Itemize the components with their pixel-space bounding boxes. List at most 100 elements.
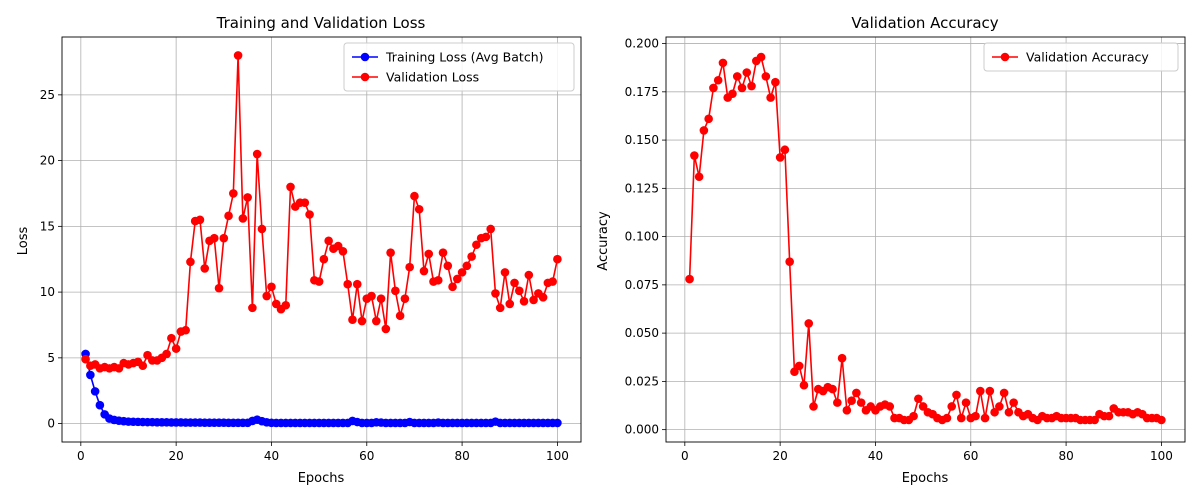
accuracy-series-0-point (842, 406, 852, 415)
accuracy-series-0-point (918, 402, 928, 411)
loss-series-1-point (495, 303, 505, 313)
loss-ytick-label: 10 (40, 285, 55, 299)
loss-ytick-label: 15 (40, 219, 55, 233)
accuracy-legend-marker (1000, 52, 1010, 62)
loss-series-1-point (162, 349, 171, 359)
accuracy-ytick-label: 0.050 (625, 326, 659, 340)
accuracy-series-0-point (1004, 407, 1014, 417)
loss-series-1-point (343, 279, 353, 289)
accuracy-xtick-label: 80 (1058, 449, 1073, 463)
accuracy-legend-box (983, 42, 1179, 72)
accuracy-legend: Validation Accuracy (983, 42, 1179, 72)
loss-series-1-point (300, 198, 310, 207)
loss-series-1-point (381, 324, 391, 334)
loss-series-1-point (314, 277, 324, 286)
loss-series-1-point (224, 211, 233, 221)
accuracy-series-0-point (847, 396, 856, 405)
accuracy-series-0-point (713, 75, 723, 85)
loss-xtick-label: 0 (77, 449, 85, 463)
loss-legend-label: Validation Loss (386, 70, 479, 85)
loss-legend-marker (360, 72, 370, 82)
accuracy-series-0-point (732, 72, 742, 81)
loss-series-1-point (262, 291, 271, 301)
accuracy-series-0-point (761, 72, 771, 81)
loss-ytick-label: 5 (47, 351, 55, 365)
loss-series-1-point (319, 254, 329, 264)
accuracy-series-0-point (947, 402, 957, 411)
loss-series-1-point (214, 283, 224, 293)
loss-series-1-point (248, 303, 257, 313)
accuracy-xtick-label: 100 (1150, 449, 1173, 463)
loss-series-0-point (86, 370, 95, 380)
loss-series-1-point (324, 236, 333, 246)
accuracy-ytick-label: 0.100 (625, 230, 659, 244)
loss-series-1-point (433, 275, 443, 285)
loss-xtick-label: 60 (359, 449, 374, 463)
accuracy-series-0-point (690, 151, 699, 160)
accuracy-series-0-point (742, 68, 752, 77)
accuracy-series-0-point (799, 380, 809, 390)
loss-series-1-point (462, 261, 472, 271)
accuracy-series-0-point (999, 388, 1009, 398)
loss-series-1-point (305, 210, 314, 219)
accuracy-series-0-point (694, 172, 704, 182)
loss-series-1-point (243, 193, 252, 202)
loss-series-1-point (419, 266, 429, 276)
loss-series-1-point (410, 191, 419, 201)
accuracy-series-0-point (956, 413, 966, 423)
loss-axes-frame (61, 36, 582, 443)
accuracy-ytick-label: 0.000 (625, 423, 659, 437)
accuracy-series-0-point (756, 52, 766, 62)
loss-series-1-point (186, 257, 195, 267)
accuracy-series-0-point (961, 398, 971, 407)
loss-series-1-point (209, 233, 219, 243)
loss-series-1-point (424, 249, 434, 259)
loss-xtick-label: 80 (454, 449, 469, 463)
loss-legend: Training Loss (Avg Batch) Validation Loss (343, 42, 575, 92)
accuracy-series-0-point (771, 77, 780, 87)
loss-series-1-point (238, 214, 248, 223)
loss-xtick-label: 100 (546, 449, 569, 463)
accuracy-series-0-point (709, 83, 718, 93)
loss-series-1-point (538, 293, 548, 302)
loss-series-1-point (195, 215, 205, 225)
accuracy-series-0-point (790, 367, 799, 377)
loss-series-1-point (267, 282, 276, 292)
accuracy-series-0-point (775, 153, 785, 162)
accuracy-chart-title: Validation Accuracy (851, 14, 998, 32)
loss-series-1-point (548, 277, 557, 286)
loss-legend-marker (360, 52, 370, 62)
loss-series-1-point (286, 182, 295, 192)
loss-series-1-point (352, 279, 362, 289)
loss-series-0-point (90, 387, 100, 396)
loss-ytick-label: 0 (47, 417, 55, 431)
loss-series-1-point (348, 315, 357, 325)
loss-series-1-point (553, 254, 562, 264)
accuracy-ytick-label: 0.125 (625, 181, 659, 195)
accuracy-chart-ylabel: Accuracy (596, 211, 611, 271)
accuracy-series-0-point (985, 386, 995, 396)
loss-series-0-point (95, 400, 105, 410)
loss-chart: Training and Validation Loss Epochs Loss… (16, 14, 582, 486)
accuracy-series-0-point (914, 394, 923, 404)
accuracy-series-0-point (728, 89, 737, 99)
accuracy-series-0-point (952, 390, 961, 400)
loss-series-1-point (481, 232, 491, 242)
loss-series-1-point (138, 361, 148, 371)
accuracy-series-0-point (1157, 415, 1166, 425)
loss-series-1-point (414, 204, 424, 214)
accuracy-series-0-point (704, 114, 713, 124)
loss-xtick-label: 20 (169, 449, 184, 463)
loss-series-1-point (500, 268, 510, 277)
loss-series-1-point (367, 291, 376, 301)
accuracy-ytick-label: 0.200 (625, 37, 659, 51)
accuracy-xtick-label: 40 (868, 449, 883, 463)
loss-series-1-point (443, 261, 453, 271)
loss-ytick-label: 20 (40, 154, 55, 168)
accuracy-series-0-point (833, 398, 842, 407)
accuracy-legend-label: Validation Accuracy (1026, 50, 1149, 65)
accuracy-series-0-point (856, 398, 866, 407)
accuracy-axes-frame (665, 36, 1186, 443)
loss-xtick-label: 40 (264, 449, 279, 463)
